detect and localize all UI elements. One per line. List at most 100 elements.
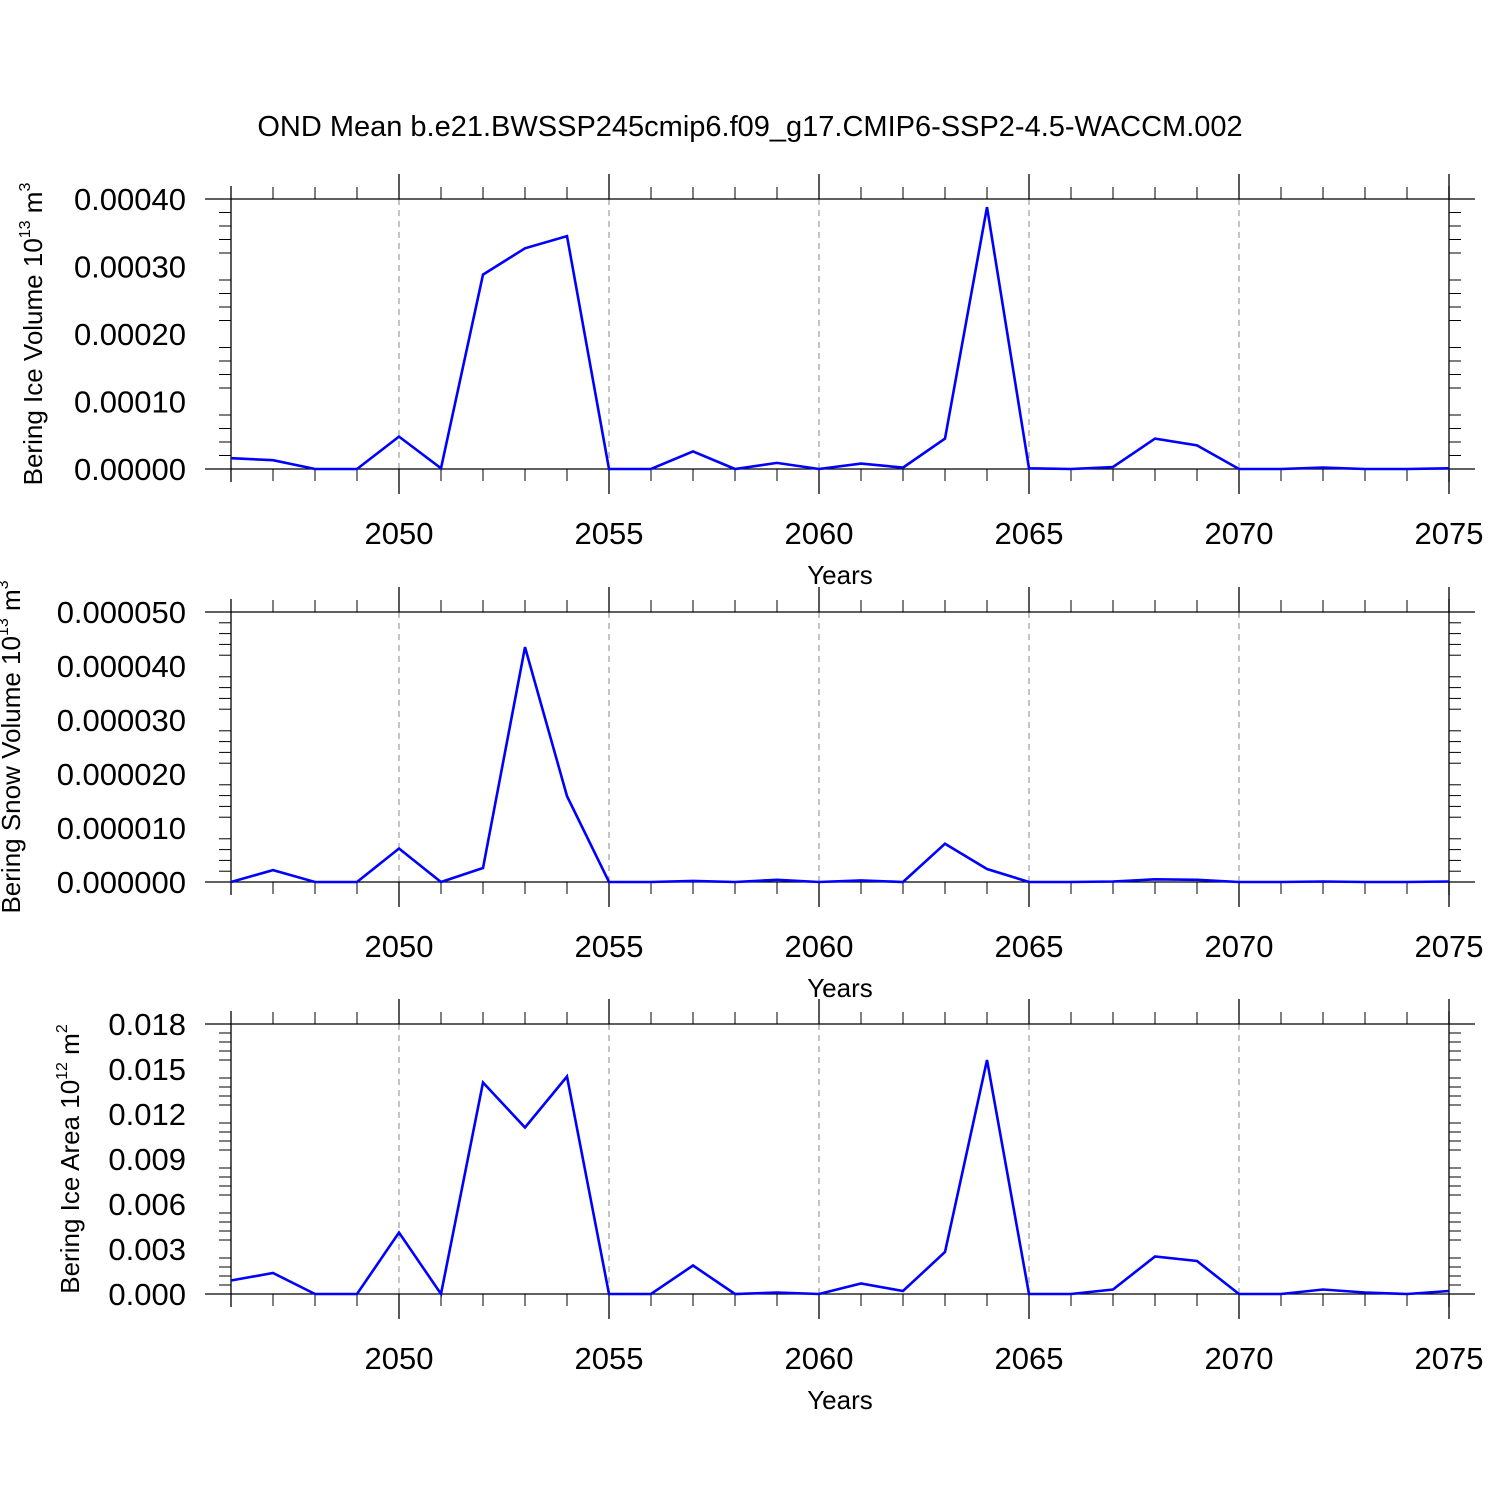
x-tick-label: 2065 [995, 1341, 1064, 1376]
x-tick-label: 2065 [995, 516, 1064, 551]
data-point [1112, 466, 1114, 468]
data-point [986, 868, 988, 870]
data-point [944, 842, 946, 844]
data-point [1196, 879, 1198, 881]
series-line [230, 1059, 1450, 1298]
data-point [692, 450, 694, 452]
data-point [398, 1231, 400, 1233]
x-tick-label: 2050 [365, 929, 434, 964]
chart-panels: 0.00000 0.00010 0.00020 0.00030 0.00040 2050 2… [0, 174, 1483, 1415]
data-point [734, 1293, 736, 1295]
data-point [1322, 1288, 1324, 1290]
data-point [1070, 881, 1072, 883]
x-tick-label: 2060 [785, 1341, 854, 1376]
data-point [398, 847, 400, 849]
data-point [1448, 1290, 1450, 1292]
data-point [734, 468, 736, 470]
data-point [1280, 881, 1282, 883]
data-point [986, 1059, 988, 1061]
data-point [1154, 1255, 1156, 1257]
data-point [692, 880, 694, 882]
series-line [230, 646, 1450, 884]
x-tick-label: 2070 [1205, 929, 1274, 964]
data-point [482, 867, 484, 869]
data-point [902, 1290, 904, 1292]
data-point [1028, 467, 1030, 469]
x-tick-label: 2065 [995, 929, 1064, 964]
x-tick-label: 2075 [1415, 1341, 1484, 1376]
y-tick-label: 0.00030 [74, 250, 186, 285]
data-point [314, 881, 316, 883]
x-tick-label: 2075 [1415, 929, 1484, 964]
series-line [230, 206, 1450, 471]
data-point [566, 1075, 568, 1077]
data-point [440, 467, 442, 469]
data-point [482, 1081, 484, 1083]
data-point [1406, 468, 1408, 470]
data-point [818, 468, 820, 470]
y-tick-label: 0.000010 [57, 811, 186, 846]
data-point [1238, 881, 1240, 883]
data-point [230, 457, 232, 459]
y-tick-label: 0.006 [108, 1187, 186, 1222]
y-tick-label: 0.00020 [74, 317, 186, 352]
data-point [986, 206, 988, 208]
data-point [230, 1279, 232, 1281]
data-point [608, 1293, 610, 1295]
data-point [818, 881, 820, 883]
data-point [860, 879, 862, 881]
data-point [818, 1293, 820, 1295]
data-point [272, 1272, 274, 1274]
chart-title: OND Mean b.e21.BWSSP245cmip6.f09_g17.CMI… [257, 111, 1242, 143]
data-point [1070, 468, 1072, 470]
data-point [524, 247, 526, 249]
y-tick-label: 0.00040 [74, 182, 186, 217]
y-tick-label: 0.000040 [57, 649, 186, 684]
data-point [272, 869, 274, 871]
data-point [1280, 468, 1282, 470]
x-tick-label: 2055 [575, 516, 644, 551]
panel-3: 0.000 0.003 0.006 0.009 0.012 0.015 0.018 2050 2… [54, 999, 1483, 1415]
y-tick-label: 0.000000 [57, 865, 186, 900]
data-point [1448, 880, 1450, 882]
data-point [524, 646, 526, 648]
x-axis-title: Years [807, 1385, 873, 1415]
x-tick-label: 2055 [575, 929, 644, 964]
y-axis-title: Bering Ice Volume 1013 m3 [17, 183, 48, 486]
data-point [1238, 1293, 1240, 1295]
y-tick-label: 0.009 [108, 1142, 186, 1177]
y-tick-label: 0.000 [108, 1277, 186, 1312]
x-tick-label: 2060 [785, 929, 854, 964]
y-tick-label: 0.00010 [74, 385, 186, 420]
y-tick-label: 0.018 [108, 1007, 186, 1042]
data-point [272, 459, 274, 461]
data-point [356, 1293, 358, 1295]
data-point [356, 468, 358, 470]
data-point [776, 462, 778, 464]
data-point [650, 468, 652, 470]
y-tick-label: 0.003 [108, 1232, 186, 1267]
data-point [608, 881, 610, 883]
x-tick-label: 2075 [1415, 516, 1484, 551]
data-point [566, 795, 568, 797]
y-tick-label: 0.000050 [57, 595, 186, 630]
y-axis-title: Bering Ice Area 1012 m2 [54, 1024, 85, 1294]
data-point [944, 1251, 946, 1253]
data-point [1196, 444, 1198, 446]
data-point [650, 1293, 652, 1295]
data-point [1406, 1293, 1408, 1295]
data-point [1028, 881, 1030, 883]
data-point [524, 1126, 526, 1128]
data-point [902, 881, 904, 883]
data-point [1028, 1293, 1030, 1295]
data-point [1154, 437, 1156, 439]
data-point [776, 879, 778, 881]
data-point [1322, 466, 1324, 468]
data-point [566, 235, 568, 237]
data-point [1154, 878, 1156, 880]
data-point [356, 881, 358, 883]
data-point [1406, 881, 1408, 883]
data-point [1238, 468, 1240, 470]
x-tick-label: 2055 [575, 1341, 644, 1376]
